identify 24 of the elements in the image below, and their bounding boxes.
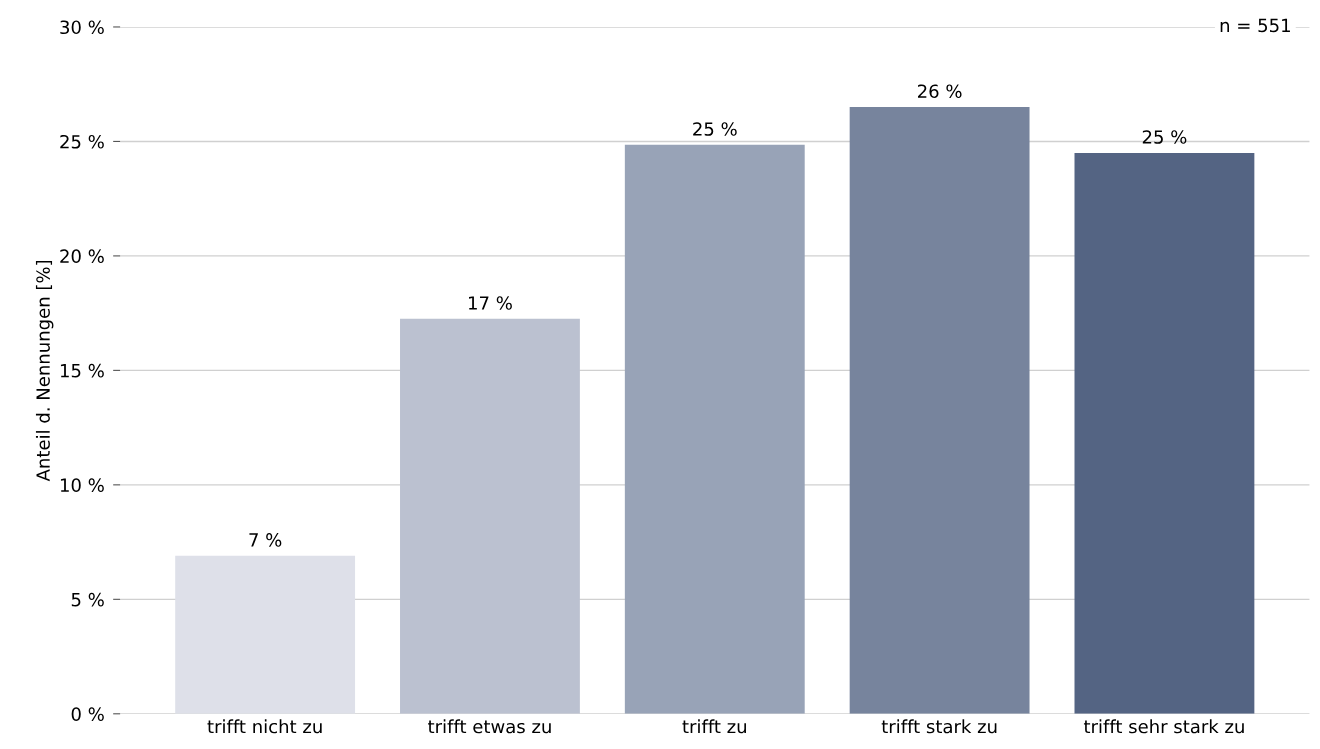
x-tick-label: trifft sehr stark zu xyxy=(1083,719,1244,734)
bar xyxy=(849,107,1030,714)
x-tick-label: trifft stark zu xyxy=(881,719,997,734)
y-tick-label: 15 % xyxy=(60,363,104,378)
bar xyxy=(1074,152,1255,714)
y-tick-label: 30 % xyxy=(60,20,104,35)
data-label: 7 % xyxy=(249,533,282,547)
bar xyxy=(624,144,805,714)
data-label: 17 % xyxy=(469,296,512,310)
y-tick-label: 25 % xyxy=(60,134,104,149)
x-tick-label: trifft etwas zu xyxy=(428,719,551,734)
x-tick-label: trifft nicht zu xyxy=(207,719,322,734)
y-axis-title: Anteil d. Nennungen [%] xyxy=(35,260,54,482)
data-label: 25 % xyxy=(693,122,737,136)
bar xyxy=(175,555,356,714)
bar xyxy=(400,318,580,714)
y-tick-label: 5 % xyxy=(71,592,104,607)
annotation: n = 551 xyxy=(1220,18,1290,33)
y-tick-label: 10 % xyxy=(60,478,104,492)
y-tick-label: 0 % xyxy=(71,707,104,721)
data-label: 25 % xyxy=(1142,130,1187,144)
x-tick-label: trifft zu xyxy=(682,719,746,734)
y-tick-label: 20 % xyxy=(60,249,104,264)
data-label: 26 % xyxy=(917,84,962,99)
